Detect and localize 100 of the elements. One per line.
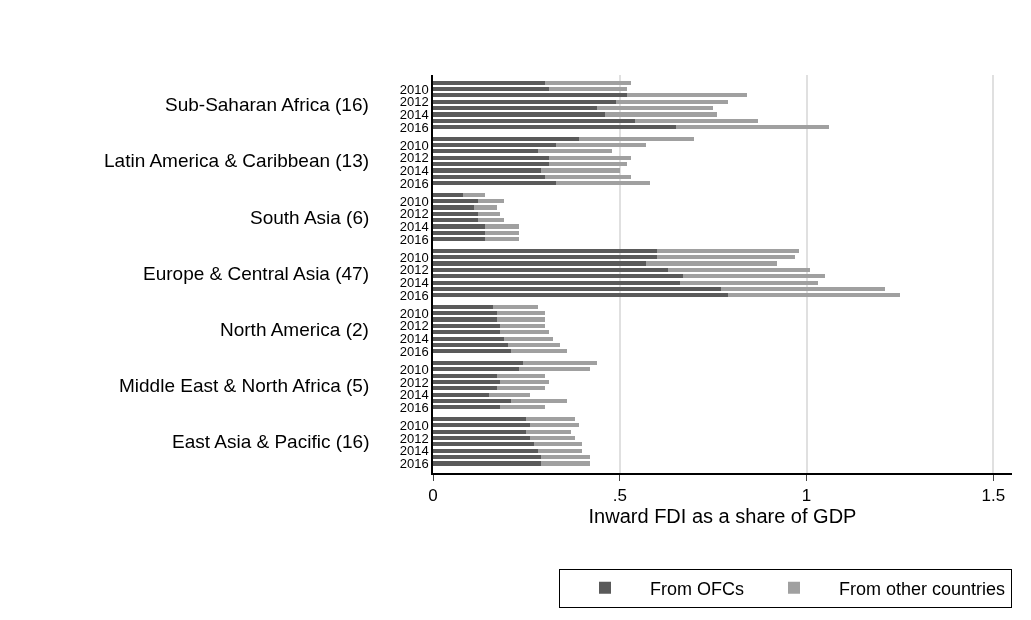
legend-label: From OFCs — [650, 578, 744, 599]
bar — [433, 231, 485, 235]
bar — [433, 430, 526, 434]
x-axis-title: Inward FDI as a share of GDP — [588, 505, 857, 528]
y-tick-label: 2016 — [399, 456, 429, 471]
bar — [433, 199, 478, 203]
bar — [433, 168, 541, 173]
bar — [433, 261, 646, 266]
bar — [433, 393, 489, 397]
bar — [433, 255, 657, 259]
y-tick-label: 2010 — [399, 193, 429, 209]
bar — [433, 149, 538, 153]
bar — [508, 343, 560, 347]
bar — [478, 212, 500, 216]
x-tick-label: 0 — [428, 486, 438, 506]
bar — [433, 455, 541, 459]
bar — [597, 106, 713, 110]
bar — [433, 93, 627, 97]
bar — [680, 281, 818, 285]
bar — [556, 143, 646, 147]
bar — [549, 87, 627, 91]
bar — [485, 224, 519, 229]
text: East Asia & Pacific (16) — [172, 431, 370, 452]
bar — [433, 311, 497, 315]
bar — [433, 461, 541, 466]
bar — [433, 374, 497, 378]
bar — [474, 205, 497, 210]
bar — [433, 156, 549, 160]
legend-label: From other countries — [839, 578, 1006, 599]
bar — [433, 100, 616, 104]
y-tick-label: 2012 — [399, 374, 429, 390]
y-tick-label: 2012 — [399, 206, 429, 222]
y-tick-label: 2012 — [399, 318, 429, 334]
bar — [433, 268, 668, 272]
bar — [530, 423, 579, 427]
bar — [433, 330, 500, 334]
bar — [433, 423, 530, 427]
y-tick-label: 2012 — [399, 262, 429, 278]
y-tick-label: 2014 — [399, 443, 429, 459]
x-tick-label: 1 — [801, 486, 812, 506]
bar — [668, 268, 810, 272]
bar — [541, 168, 620, 173]
bar — [500, 324, 545, 328]
bar — [534, 442, 582, 446]
bar — [433, 399, 511, 403]
bar — [538, 449, 582, 453]
bar — [549, 162, 627, 166]
bar — [545, 175, 631, 179]
bar — [433, 143, 556, 147]
bar — [433, 386, 497, 390]
bar — [433, 112, 605, 117]
bar — [433, 442, 534, 446]
bar — [497, 317, 545, 322]
bar — [657, 255, 795, 259]
bar — [433, 218, 478, 222]
text: North America (2) — [220, 319, 369, 340]
bar — [433, 317, 497, 322]
bar — [500, 330, 549, 334]
y-tick-label: 2010 — [399, 137, 429, 153]
bar — [433, 119, 635, 123]
bar — [541, 455, 590, 459]
bar — [511, 399, 567, 403]
y-tick-label: 2010 — [399, 81, 429, 97]
bar — [433, 367, 519, 371]
bar — [433, 87, 549, 91]
bar — [433, 274, 683, 278]
y-tick-label: 2010 — [399, 361, 429, 377]
bar — [526, 430, 571, 434]
bar — [485, 231, 519, 235]
bar — [616, 100, 728, 104]
text: Sub-Saharan Africa (16) — [165, 94, 369, 115]
bar — [433, 337, 504, 341]
bar — [530, 436, 575, 440]
bar — [549, 156, 631, 160]
bar — [433, 449, 538, 453]
bar — [433, 212, 478, 216]
bar — [433, 162, 549, 166]
text: South Asia (6) — [250, 207, 370, 228]
bar — [489, 393, 530, 397]
bar — [519, 367, 590, 371]
bar — [433, 324, 500, 328]
bar — [605, 112, 717, 117]
bar — [433, 224, 485, 229]
bar — [433, 287, 721, 291]
bar — [538, 149, 612, 153]
y-tick-label: 2010 — [399, 305, 429, 321]
bar — [497, 374, 545, 378]
bar — [683, 274, 825, 278]
bar — [433, 343, 508, 347]
y-tick-label: 2012 — [399, 150, 429, 166]
bar — [433, 175, 545, 179]
bar — [646, 261, 777, 266]
bar — [433, 205, 474, 210]
bar — [478, 199, 504, 203]
bar — [635, 119, 758, 123]
bar — [478, 218, 504, 222]
bar — [541, 461, 590, 466]
y-tick-label: 2012 — [399, 430, 429, 446]
bar — [433, 106, 597, 110]
text: Latin America & Caribbean (13) — [104, 150, 370, 171]
